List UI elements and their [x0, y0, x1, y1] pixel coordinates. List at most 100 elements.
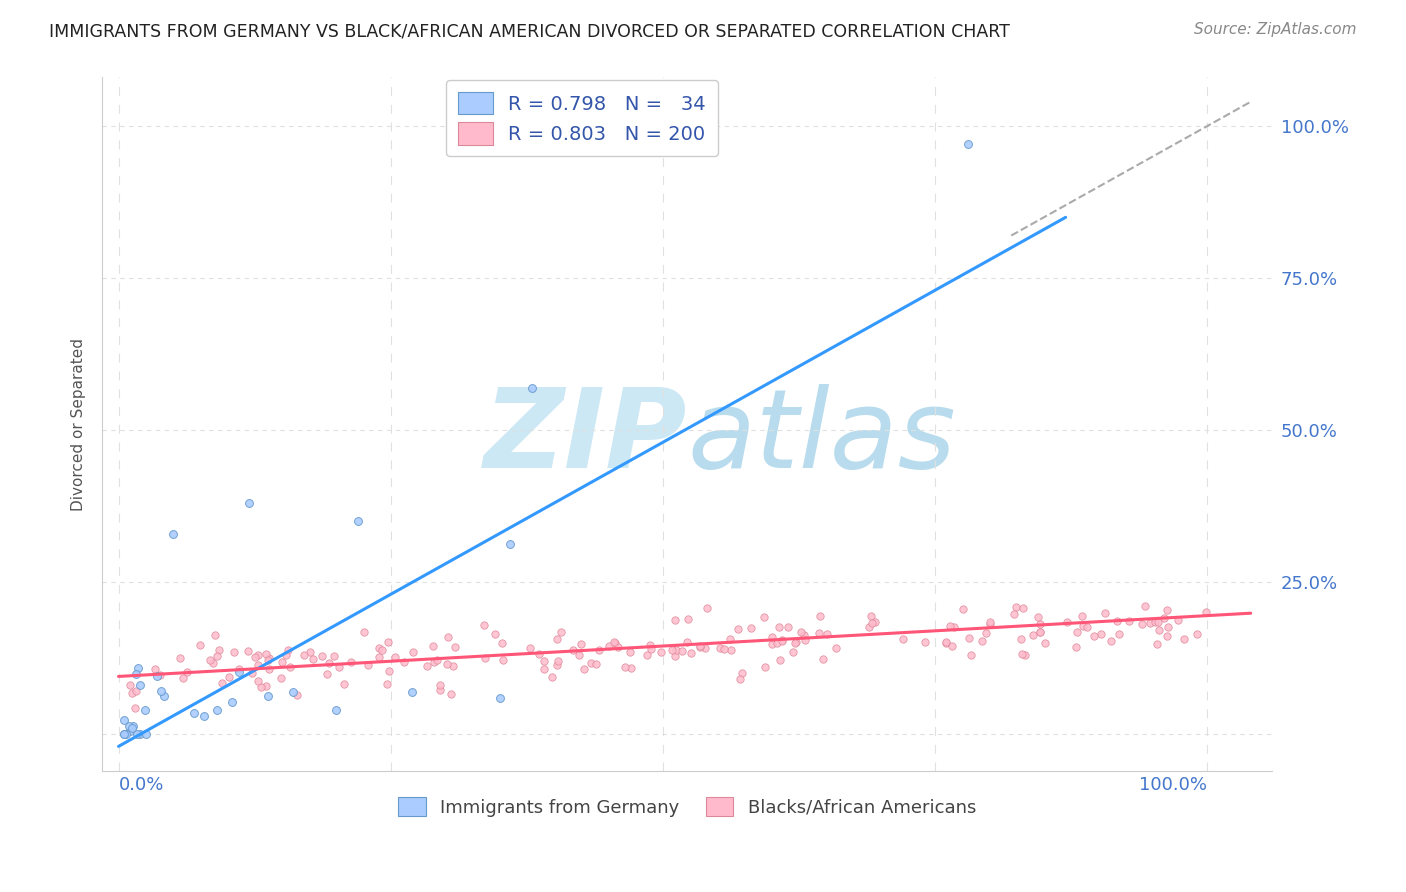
Point [120, 723, 142, 738]
Point [1028, 625, 1050, 640]
Point [278, 660, 301, 674]
Point [121, 719, 143, 733]
Point [941, 640, 963, 654]
Point [766, 635, 789, 649]
Point [169, 651, 191, 665]
Point [768, 620, 790, 634]
Point [112, 727, 135, 741]
Point [246, 648, 269, 662]
Point [619, 644, 641, 658]
Point [1139, 616, 1161, 631]
Point [935, 635, 957, 649]
Point [1002, 607, 1025, 621]
Point [367, 650, 389, 665]
Point [205, 648, 228, 663]
Point [568, 648, 591, 662]
Point [789, 625, 811, 640]
Point [353, 625, 375, 640]
Point [302, 652, 325, 666]
Point [257, 653, 280, 667]
Point [943, 620, 966, 634]
Point [522, 381, 544, 395]
Point [695, 641, 717, 656]
Point [598, 639, 620, 653]
Point [581, 657, 603, 671]
Point [240, 665, 263, 680]
Point [211, 676, 233, 690]
Point [519, 640, 541, 655]
Point [938, 619, 960, 633]
Point [1026, 609, 1049, 624]
Point [250, 680, 273, 694]
Point [440, 687, 463, 701]
Point [228, 662, 250, 676]
Point [860, 616, 883, 631]
Point [323, 648, 346, 663]
Point [129, 678, 152, 692]
Point [426, 653, 449, 667]
Point [1167, 614, 1189, 628]
Point [429, 683, 451, 698]
Point [1156, 603, 1178, 617]
Point [257, 689, 280, 703]
Point [713, 641, 735, 656]
Point [533, 654, 555, 668]
Point [676, 612, 699, 626]
Point [778, 620, 800, 634]
Point [228, 665, 250, 679]
Point [172, 671, 194, 685]
Point [972, 633, 994, 648]
Point [340, 655, 363, 669]
Point [429, 678, 451, 692]
Point [650, 645, 672, 659]
Point [1149, 623, 1171, 637]
Point [274, 648, 297, 663]
Point [731, 666, 754, 681]
Point [152, 690, 174, 704]
Point [529, 648, 551, 662]
Text: 100.0%: 100.0% [1139, 775, 1208, 794]
Point [125, 727, 148, 741]
Point [569, 637, 592, 651]
Point [1071, 609, 1094, 624]
Point [356, 658, 378, 673]
Point [243, 649, 266, 664]
Point [259, 651, 281, 665]
Point [979, 616, 1001, 631]
Point [422, 640, 444, 654]
Point [720, 632, 742, 647]
Point [1083, 629, 1105, 643]
Point [1143, 615, 1166, 630]
Point [807, 625, 830, 640]
Point [491, 635, 513, 649]
Point [1066, 625, 1088, 640]
Point [377, 665, 399, 679]
Point [1108, 626, 1130, 640]
Point [782, 645, 804, 659]
Point [315, 666, 337, 681]
Point [222, 644, 245, 658]
Point [1187, 627, 1209, 641]
Point [825, 640, 848, 655]
Point [498, 537, 520, 551]
Point [671, 644, 693, 658]
Point [1195, 605, 1218, 619]
Point [193, 709, 215, 723]
Point [474, 651, 496, 665]
Point [246, 674, 269, 689]
Point [761, 636, 783, 650]
Point [709, 640, 731, 655]
Point [328, 660, 350, 674]
Point [436, 657, 458, 672]
Point [247, 658, 270, 673]
Point [118, 678, 141, 692]
Point [292, 648, 315, 662]
Point [815, 626, 838, 640]
Point [859, 608, 882, 623]
Point [891, 632, 914, 646]
Point [572, 662, 595, 676]
Point [218, 670, 240, 684]
Point [1090, 627, 1112, 641]
Point [533, 662, 555, 676]
Point [149, 667, 172, 681]
